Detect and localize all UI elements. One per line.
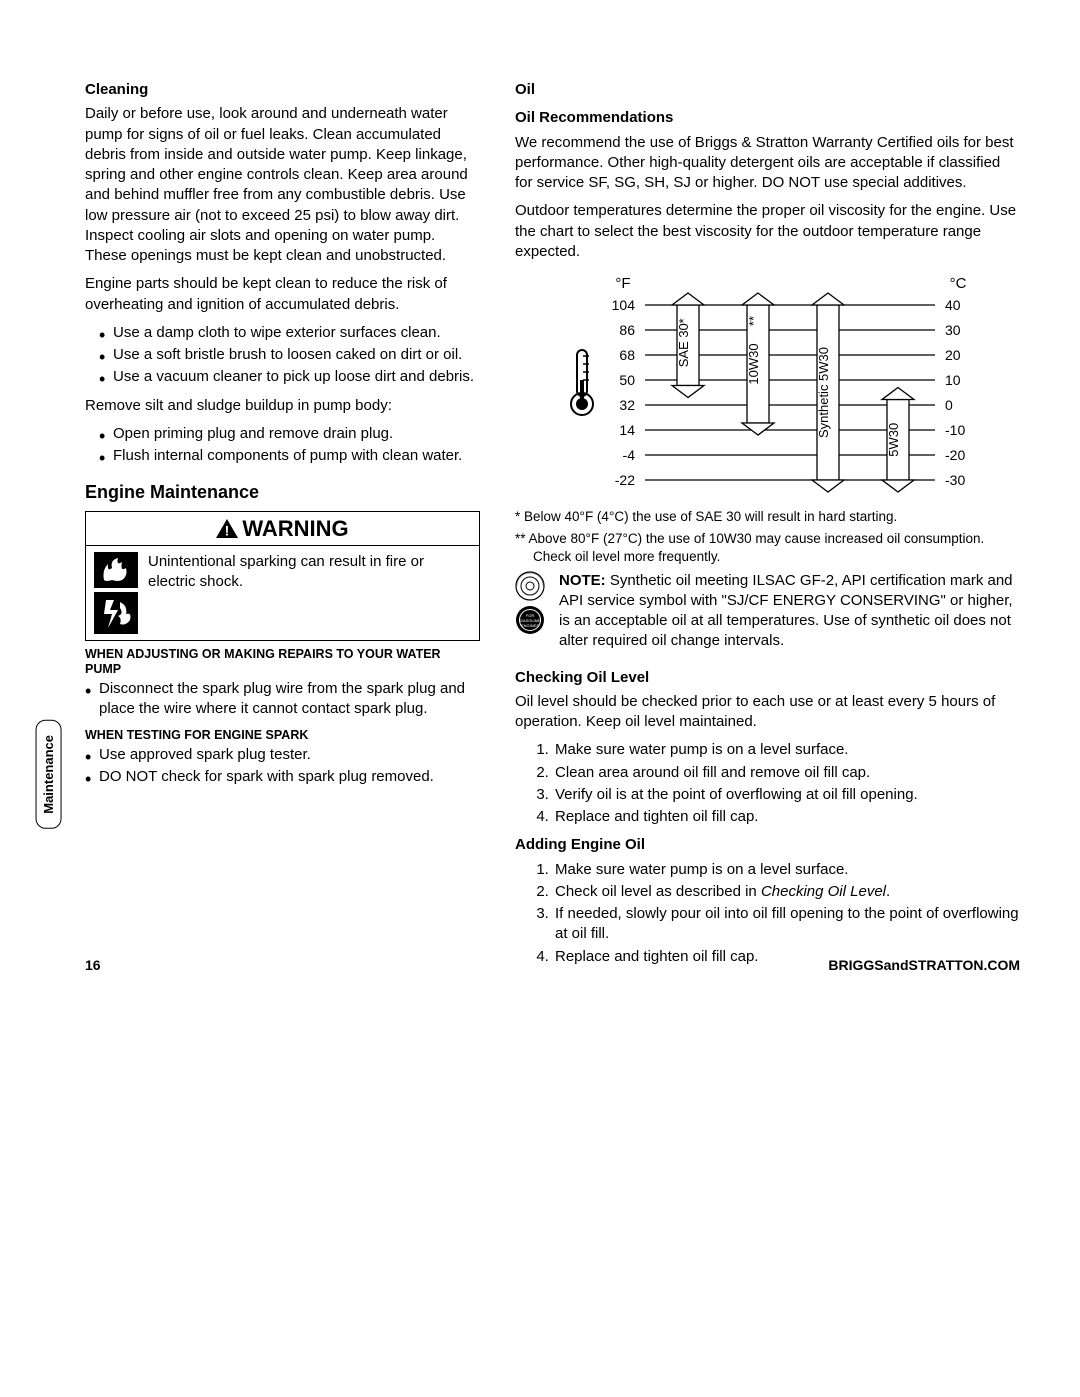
svg-text:**: **	[746, 316, 761, 326]
svg-text:104: 104	[611, 297, 635, 313]
svg-text:10: 10	[945, 372, 961, 388]
gasoline-seal-icon: FORGASOLINEENGINES	[515, 605, 545, 635]
testing-heading: WHEN TESTING FOR ENGINE SPARK	[85, 728, 480, 743]
list-item: Use a soft bristle brush to loosen caked…	[113, 345, 480, 365]
adding-oil-heading: Adding Engine Oil	[515, 835, 1020, 855]
cleaning-p1: Daily or before use, look around and und…	[85, 104, 480, 266]
cleaning-p3: Remove silt and sludge buildup in pump b…	[85, 396, 480, 416]
svg-text:-10: -10	[945, 422, 965, 438]
warning-text: Unintentional sparking can result in fir…	[148, 552, 471, 593]
oil-rec-heading: Oil Recommendations	[515, 108, 1020, 128]
svg-text:-22: -22	[614, 472, 634, 488]
list-item: Open priming plug and remove drain plug.	[113, 424, 480, 444]
checking-oil-p: Oil level should be checked prior to eac…	[515, 692, 1020, 733]
page-footer: 16 BRIGGSandSTRATTON.COM	[85, 956, 1020, 975]
list-item: Clean area around oil fill and remove oi…	[553, 763, 1020, 783]
footer-url: BRIGGSandSTRATTON.COM	[828, 956, 1020, 975]
list-item: Flush internal components of pump with c…	[113, 446, 480, 466]
cleaning-bullets-2: Open priming plug and remove drain plug.…	[85, 424, 480, 467]
api-seal-icon	[515, 571, 545, 601]
oil-rec-p2: Outdoor temperatures determine the prope…	[515, 201, 1020, 262]
cleaning-p2: Engine parts should be kept clean to red…	[85, 274, 480, 315]
checking-oil-heading: Checking Oil Level	[515, 668, 1020, 688]
svg-text:-20: -20	[945, 447, 965, 463]
svg-text:32: 32	[619, 397, 635, 413]
oil-heading: Oil	[515, 80, 1020, 100]
list-item: Use approved spark plug tester.	[99, 745, 480, 765]
svg-text:50: 50	[619, 372, 635, 388]
page-number: 16	[85, 956, 101, 975]
oil-viscosity-chart: °F °C 104 40 86 30 68 20 50 10 32 0 14 -10 -4 -20 -22 -…	[515, 270, 1020, 500]
svg-text:!: !	[225, 522, 230, 538]
svg-text:5W30: 5W30	[886, 423, 901, 457]
checking-oil-steps: Make sure water pump is on a level surfa…	[515, 740, 1020, 827]
svg-text:14: 14	[619, 422, 635, 438]
svg-text:0: 0	[945, 397, 953, 413]
footnote-1: * Below 40°F (4°C) the use of SAE 30 wil…	[515, 508, 1020, 526]
oil-rec-p1: We recommend the use of Briggs & Stratto…	[515, 133, 1020, 194]
thermometer-icon	[571, 350, 593, 415]
warning-triangle-icon: !	[216, 519, 238, 538]
svg-text:10W30: 10W30	[746, 343, 761, 384]
cleaning-bullets-1: Use a damp cloth to wipe exterior surfac…	[85, 323, 480, 388]
right-column: Oil Oil Recommendations We recommend the…	[515, 80, 1020, 975]
svg-text:86: 86	[619, 322, 635, 338]
svg-text:68: 68	[619, 347, 635, 363]
svg-text:-30: -30	[945, 472, 965, 488]
list-item: DO NOT check for spark with spark plug r…	[99, 767, 480, 787]
adding-oil-steps: Make sure water pump is on a level surfa…	[515, 860, 1020, 967]
electric-shock-icon	[94, 592, 138, 634]
list-item: If needed, slowly pour oil into oil fill…	[553, 904, 1020, 945]
list-item: Verify oil is at the point of overflowin…	[553, 785, 1020, 805]
svg-text:Synthetic 5W30: Synthetic 5W30	[816, 347, 831, 438]
left-column: Cleaning Daily or before use, look aroun…	[85, 80, 480, 975]
list-item: Replace and tighten oil fill cap.	[553, 807, 1020, 827]
svg-text:30: 30	[945, 322, 961, 338]
testing-bullets: Use approved spark plug tester. DO NOT c…	[85, 745, 480, 788]
fire-hazard-icon	[94, 552, 138, 588]
list-item: Make sure water pump is on a level surfa…	[553, 860, 1020, 880]
chart-footnotes: * Below 40°F (4°C) the use of SAE 30 wil…	[515, 508, 1020, 567]
list-item: Check oil level as described in Checking…	[553, 882, 1020, 902]
svg-text:°C: °C	[949, 275, 966, 292]
engine-maintenance-heading: Engine Maintenance	[85, 480, 480, 504]
svg-text:20: 20	[945, 347, 961, 363]
svg-text:ENGINES: ENGINES	[521, 623, 539, 628]
cleaning-heading: Cleaning	[85, 80, 480, 100]
svg-text:40: 40	[945, 297, 961, 313]
list-item: Disconnect the spark plug wire from the …	[99, 679, 480, 720]
svg-text:*: *	[676, 318, 691, 323]
adjusting-bullets: Disconnect the spark plug wire from the …	[85, 679, 480, 720]
warning-box: !WARNING Unintentional sparking can resu…	[85, 511, 480, 642]
section-tab: Maintenance	[36, 720, 62, 829]
list-item: Use a damp cloth to wipe exterior surfac…	[113, 323, 480, 343]
list-item: Make sure water pump is on a level surfa…	[553, 740, 1020, 760]
list-item: Use a vacuum cleaner to pick up loose di…	[113, 367, 480, 387]
svg-text:°F: °F	[615, 275, 630, 292]
synthetic-note: FORGASOLINEENGINES NOTE: Synthetic oil m…	[515, 571, 1020, 660]
svg-text:SAE 30: SAE 30	[676, 323, 691, 367]
note-text: NOTE: Synthetic oil meeting ILSAC GF-2, …	[559, 571, 1020, 652]
warning-header: !WARNING	[86, 512, 479, 547]
footnote-2: ** Above 80°F (27°C) the use of 10W30 ma…	[515, 530, 1020, 566]
svg-text:-4: -4	[622, 447, 635, 463]
adjusting-heading: WHEN ADJUSTING OR MAKING REPAIRS TO YOUR…	[85, 647, 480, 677]
